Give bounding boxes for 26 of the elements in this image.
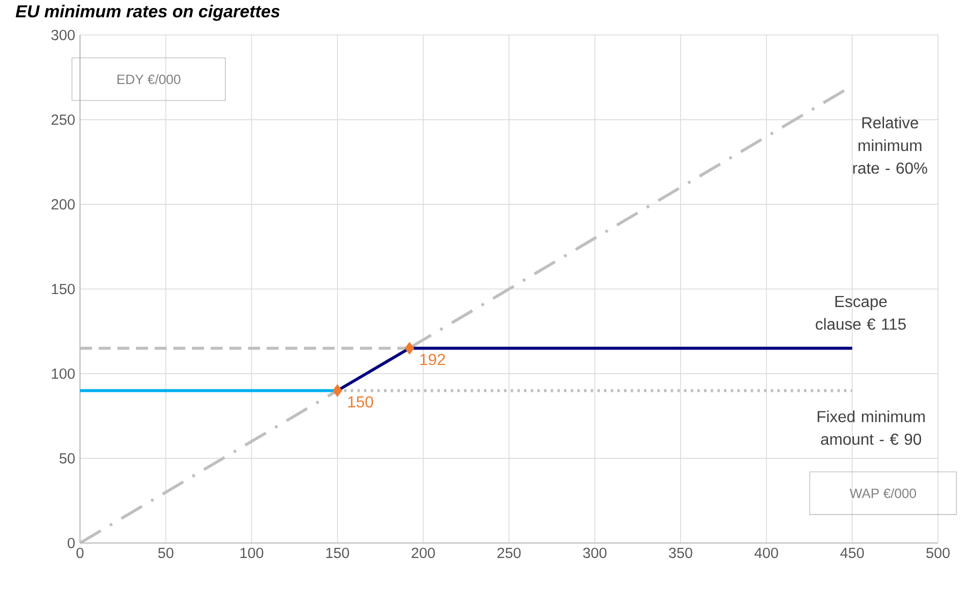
y-tick-label: 300 xyxy=(51,30,75,40)
x-tick-label: 200 xyxy=(412,548,435,558)
annotation: 150 xyxy=(348,396,374,408)
x-tick-label: 300 xyxy=(583,548,606,558)
x-tick-label: 450 xyxy=(840,548,864,558)
y-axis-title: EDY €/000 xyxy=(117,74,180,84)
x-tick-label: 100 xyxy=(240,548,264,558)
x-tick-label: 250 xyxy=(498,548,521,558)
y-tick-label: 150 xyxy=(52,284,75,294)
x-tick-label: 0 xyxy=(76,548,84,558)
x-tick-label: 500 xyxy=(926,548,950,558)
x-tick-label: 50 xyxy=(158,548,174,558)
y-tick-label: 250 xyxy=(52,114,75,125)
chart-title: EU minimum rates on cigarettes xyxy=(16,4,280,21)
annotation: Fixed minimum amount - € 90 xyxy=(818,410,925,445)
y-tick-label: 200 xyxy=(52,199,75,210)
annotation: 192 xyxy=(420,354,445,366)
x-axis-title: WAP €/000 xyxy=(850,488,916,498)
y-tick-label: 50 xyxy=(60,453,75,464)
x-tick-label: 150 xyxy=(326,548,350,558)
y-tick-label: 0 xyxy=(68,538,75,548)
annotation: Escape clause € 115 xyxy=(816,296,906,330)
y-tick-label: 100 xyxy=(52,368,75,379)
x-tick-label: 400 xyxy=(754,548,778,558)
annotation: Relative minimum rate - 60% xyxy=(853,116,928,174)
x-tick-label: 350 xyxy=(668,548,692,558)
